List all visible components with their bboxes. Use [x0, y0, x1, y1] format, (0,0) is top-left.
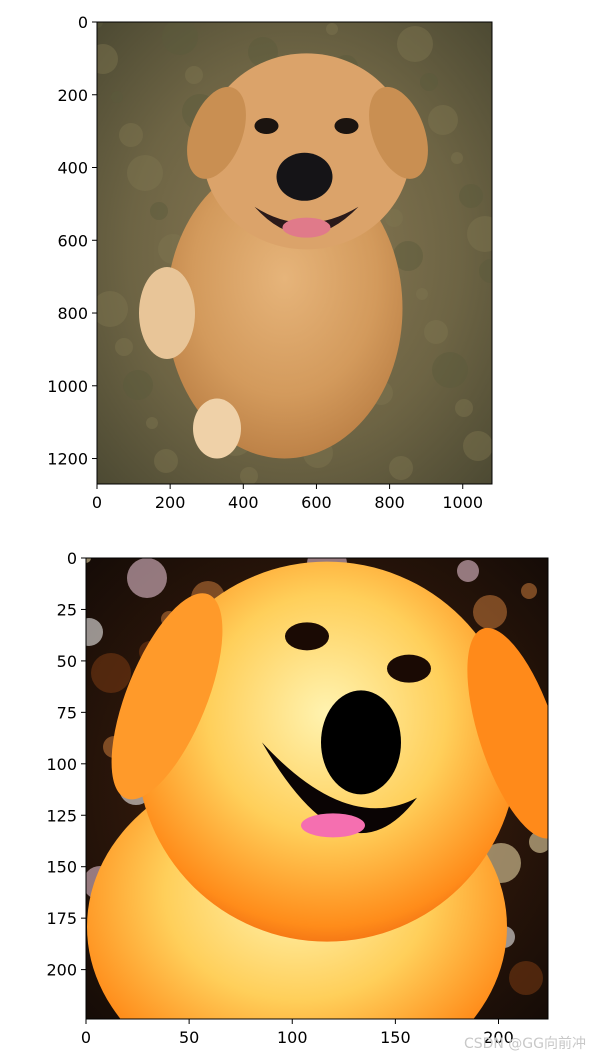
grass-patch	[119, 123, 143, 147]
y-tick-label: 175	[46, 909, 77, 928]
grass-patch	[459, 184, 483, 208]
grass-patch	[123, 370, 153, 400]
grass-patch	[97, 291, 128, 327]
y-tick-label: 0	[78, 13, 88, 32]
background-speck	[457, 560, 479, 582]
dog-left-eye	[285, 622, 329, 651]
grass-patch	[146, 417, 158, 429]
grass-patch	[111, 91, 123, 103]
dog-left-eye	[254, 117, 279, 134]
dog-left-ear	[187, 86, 246, 179]
dog-photo-normalized	[86, 558, 548, 1019]
grass-patch	[97, 44, 118, 74]
y-tick-label: 75	[57, 703, 77, 722]
grass-patch	[115, 338, 133, 356]
x-tick-label: 150	[380, 1028, 411, 1047]
grass-patch	[97, 22, 103, 28]
y-tick-label: 200	[46, 961, 77, 980]
watermark: CSDN @GG向前冲	[463, 1036, 586, 1052]
grass-patch	[385, 209, 403, 227]
dog-right-ear	[467, 627, 548, 839]
y-tick-label: 100	[46, 755, 77, 774]
background-speck	[521, 583, 537, 599]
axes-original-image: 0 200 400 600 800 1000 0 200 400 600 800 1000 1200	[47, 13, 493, 512]
grass-patch	[150, 202, 168, 220]
grass-patch	[432, 352, 468, 388]
y-tick-label: 25	[57, 600, 77, 619]
grass-patch	[127, 155, 163, 191]
y-tick-label: 600	[57, 231, 88, 250]
grass-patch	[424, 320, 448, 344]
y-tick-label: 400	[57, 159, 88, 178]
x-tick-label: 200	[483, 1028, 514, 1047]
y-tick-label: 1000	[47, 377, 88, 396]
y-tick-label: 125	[46, 806, 77, 825]
dog-paw	[193, 398, 241, 459]
grass-patch	[455, 399, 473, 417]
dog-mouth	[262, 742, 417, 834]
grass-patch	[389, 456, 413, 480]
y-tick-label: 50	[57, 652, 77, 671]
y-tick-label: 0	[67, 549, 77, 568]
grass-patch	[420, 73, 438, 91]
grass-patch	[326, 23, 338, 35]
grass-patch	[479, 259, 492, 283]
axes-frame	[96, 21, 493, 485]
y-tick-label: 150	[46, 858, 77, 877]
x-tick-label: 0	[81, 1028, 91, 1047]
dog-hind-leg	[139, 267, 195, 360]
grass-patch	[451, 152, 463, 164]
axes-frame	[85, 557, 549, 1020]
y-tick-label: 1200	[47, 450, 88, 469]
background-speck	[509, 961, 543, 995]
grass-patch	[185, 66, 203, 84]
dog-head	[202, 53, 411, 250]
dog-right-ear	[369, 86, 428, 179]
grass-patch	[397, 26, 433, 62]
dog-photo-original	[97, 22, 492, 484]
grass-patch	[240, 467, 258, 484]
grass-patch	[154, 449, 178, 473]
x-tick-label: 100	[277, 1028, 308, 1047]
grass-patch	[162, 22, 198, 55]
dog-tongue	[282, 217, 331, 238]
x-tick-label: 1000	[442, 493, 483, 512]
background-speck	[86, 618, 103, 646]
dog-right-eye	[334, 117, 359, 134]
dog-nose	[321, 690, 401, 795]
x-tick-label: 50	[179, 1028, 199, 1047]
axes-normalized-image: 0 50 100 150 200 0 25 50 75 100 125 150 175 200	[46, 549, 549, 1047]
grass-patch	[428, 105, 458, 135]
y-tick-label: 200	[57, 86, 88, 105]
grass-patch	[463, 431, 492, 461]
x-tick-label: 0	[92, 493, 102, 512]
x-tick-label: 600	[301, 493, 332, 512]
dog-left-ear	[111, 593, 223, 800]
dog-tongue	[301, 813, 365, 838]
grass-patch	[416, 288, 428, 300]
background-speck	[86, 558, 91, 563]
x-tick-label: 800	[374, 493, 405, 512]
background-speck	[473, 595, 507, 629]
dog-nose	[276, 152, 333, 201]
background-speck	[91, 653, 131, 693]
y-tick-label: 800	[57, 304, 88, 323]
dog-right-eye	[387, 654, 431, 683]
background-speck	[127, 558, 167, 598]
dog-mouth	[254, 206, 359, 235]
grass-patch	[467, 216, 492, 252]
x-tick-label: 200	[155, 493, 186, 512]
grass-patch	[393, 241, 423, 271]
x-tick-label: 400	[228, 493, 259, 512]
